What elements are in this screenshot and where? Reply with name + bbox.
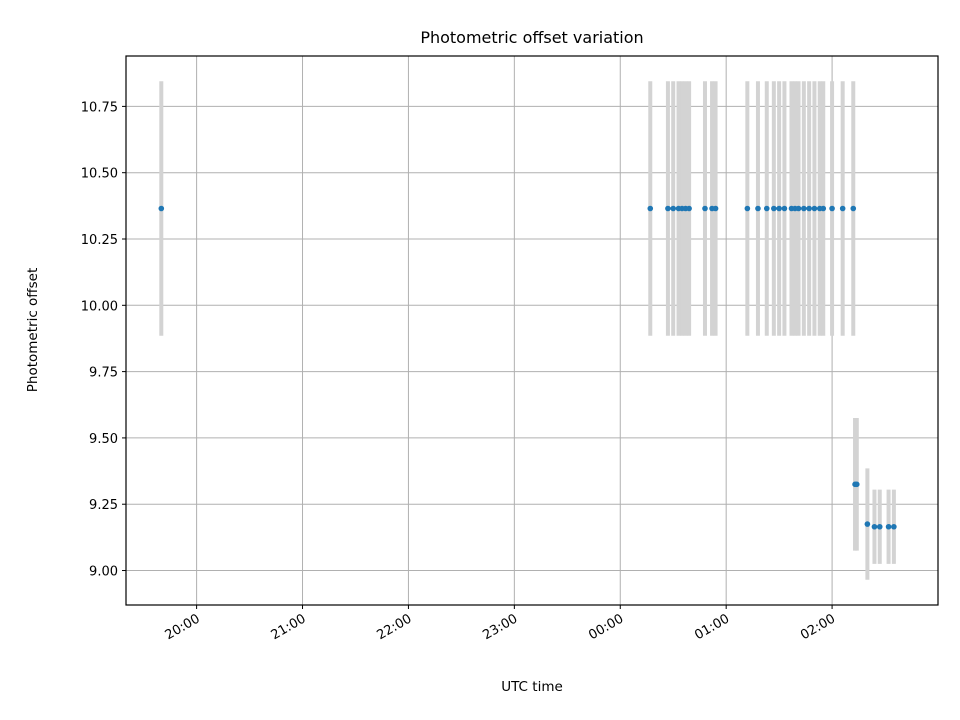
x-axis-label: UTC time (501, 679, 563, 695)
data-point (885, 523, 892, 530)
y-axis: 9.00 9.25 9.50 9.75 10.00 10.25 10.50 10.75 (81, 100, 126, 580)
data-point (806, 205, 812, 212)
data-point (670, 205, 677, 212)
data-point (820, 205, 827, 212)
y-tick-label: 10.75 (81, 100, 118, 115)
plot-frame (125, 55, 939, 606)
data-point (781, 205, 788, 212)
y-tick-label: 9.25 (89, 498, 118, 513)
data-point (850, 205, 857, 212)
y-axis-label: Photometric offset (25, 268, 41, 392)
data-point (864, 521, 871, 527)
chart-title: Photometric offset variation (420, 28, 643, 47)
data-point (712, 205, 719, 212)
data-point (763, 205, 770, 212)
y-tick-label: 10.00 (81, 299, 118, 314)
data-point (795, 205, 802, 212)
y-tick-label: 9.50 (89, 432, 118, 447)
data-point (647, 205, 654, 212)
data-point (854, 481, 860, 488)
y-tick-label: 9.75 (89, 366, 118, 381)
data-point (665, 205, 671, 212)
data-points (158, 205, 897, 530)
data-point (876, 523, 883, 530)
data-point (776, 205, 782, 212)
data-point (702, 205, 708, 212)
data-point (801, 205, 807, 212)
data-point (871, 523, 878, 530)
y-tick-label: 9.00 (89, 565, 118, 580)
data-point (891, 523, 897, 530)
data-point (771, 205, 777, 212)
data-point (686, 205, 692, 212)
data-point (829, 205, 835, 212)
data-point (744, 205, 751, 212)
data-point (158, 205, 165, 212)
data-point (755, 205, 761, 212)
data-point (839, 205, 846, 212)
y-tick-label: 10.25 (81, 233, 118, 248)
y-tick-label: 10.50 (81, 167, 118, 182)
data-point (811, 205, 818, 212)
